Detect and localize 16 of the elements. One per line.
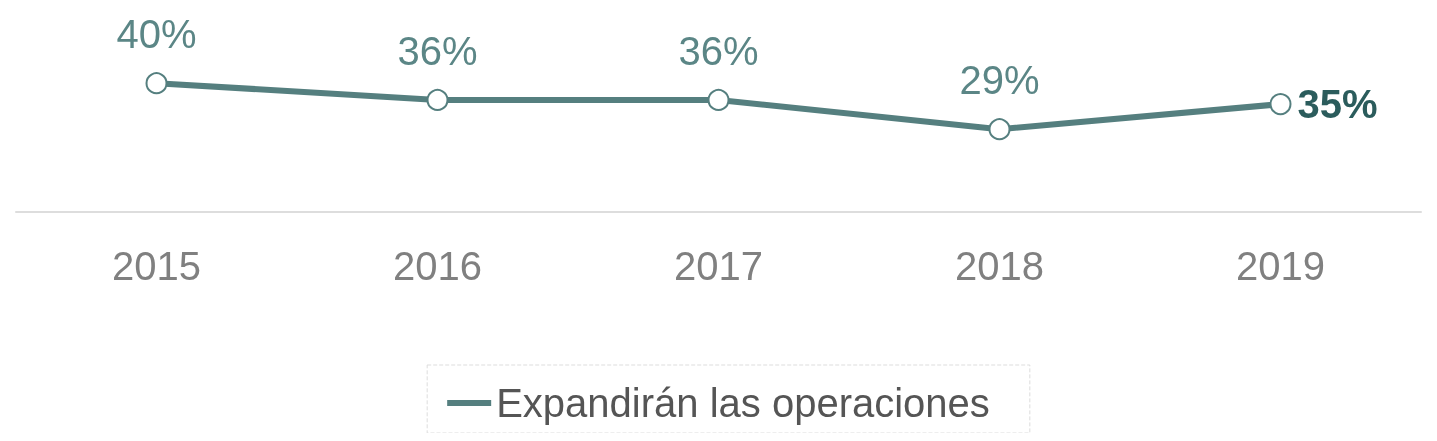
point [145, 72, 168, 95]
data-label: 36% [678, 28, 759, 73]
x-tick-label: 2019 [1236, 244, 1325, 288]
point [1269, 93, 1292, 116]
point [707, 88, 730, 111]
data-label: 29% [959, 58, 1040, 103]
x-tick-label: 2015 [112, 244, 201, 288]
x-tick-label: 2016 [393, 244, 482, 288]
legend-label: Expandirán las operaciones [496, 381, 990, 425]
data-label: 35% [1297, 82, 1378, 127]
x-tick-label: 2017 [674, 244, 763, 288]
point [426, 88, 449, 111]
data-label: 40% [116, 12, 197, 57]
x-tick-label: 2018 [955, 244, 1044, 288]
point [988, 118, 1011, 141]
data-label: 36% [397, 28, 478, 73]
